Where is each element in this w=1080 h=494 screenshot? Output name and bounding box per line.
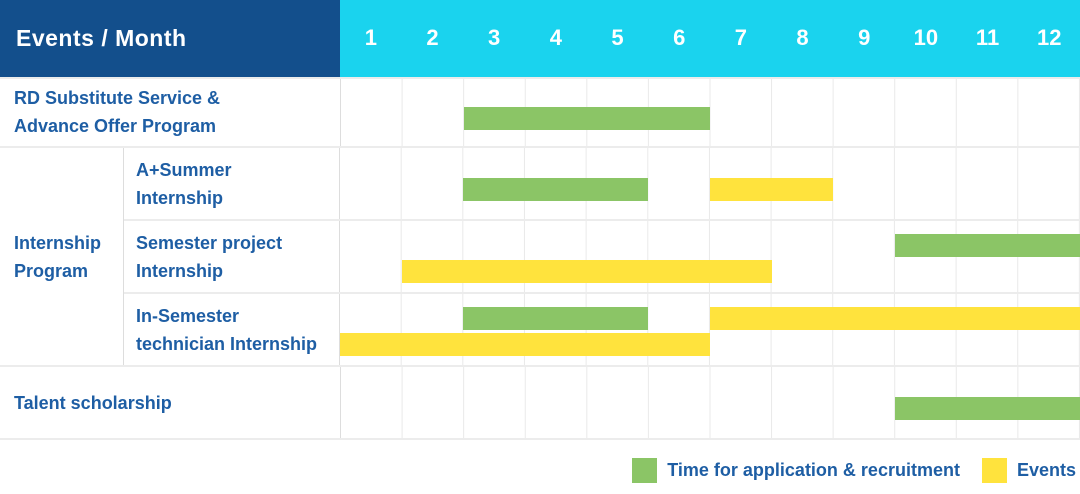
month-label-3: 3 bbox=[488, 25, 501, 51]
green-gantt-bar bbox=[464, 106, 711, 130]
month-label-7: 7 bbox=[734, 25, 747, 51]
timeline-rd-substitute bbox=[340, 78, 1080, 147]
month-label-9: 9 bbox=[858, 25, 871, 51]
yellow-gantt-bar bbox=[710, 307, 1080, 331]
row-group-internship-program: Internship Program A+Summer Internship S… bbox=[0, 146, 1080, 366]
month-label-11: 11 bbox=[975, 25, 1000, 51]
month-label-10: 10 bbox=[913, 25, 939, 51]
internship-subrows: A+Summer Internship Semester project Int… bbox=[124, 148, 1080, 366]
yellow-gantt-bar bbox=[710, 177, 834, 201]
timeline-a-plus-summer bbox=[339, 148, 1080, 220]
green-gantt-bar bbox=[463, 177, 649, 201]
row-semester-project: Semester project Internship bbox=[124, 219, 1080, 293]
legend-label-events: Events bbox=[1016, 459, 1076, 480]
legend-item-application: Time for application & recruitment bbox=[632, 457, 960, 483]
row-label-semester-project: Semester project Internship bbox=[136, 232, 283, 281]
yellow-gantt-bar bbox=[401, 260, 772, 284]
timeline-talent-scholarship bbox=[340, 367, 1080, 438]
legend-label-application: Time for application & recruitment bbox=[667, 459, 960, 480]
legend-item-events: Events bbox=[981, 457, 1076, 483]
month-label-4: 4 bbox=[549, 25, 562, 51]
legend: Time for application & recruitment Event… bbox=[0, 440, 1080, 494]
timeline-semester-project bbox=[339, 221, 1080, 293]
green-gantt-bar bbox=[895, 396, 1080, 420]
green-swatch-icon bbox=[632, 457, 658, 483]
gantt-chart: Events / Month 1 2 3 4 5 6 7 8 9 10 11 1… bbox=[0, 0, 1080, 440]
row-rd-substitute: RD Substitute Service & Advance Offer Pr… bbox=[0, 76, 1080, 147]
row-a-plus-summer: A+Summer Internship bbox=[124, 148, 1080, 220]
row-label-a-plus-summer: A+Summer Internship bbox=[136, 159, 232, 208]
green-gantt-bar bbox=[463, 307, 649, 331]
row-label-rd-substitute: RD Substitute Service & Advance Offer Pr… bbox=[14, 88, 221, 137]
yellow-swatch-icon bbox=[981, 457, 1007, 483]
month-label-8: 8 bbox=[796, 25, 809, 51]
row-label-in-semester-technician: In-Semester technician Internship bbox=[136, 305, 318, 354]
row-in-semester-technician: In-Semester technician Internship bbox=[124, 292, 1080, 366]
header-row: Events / Month 1 2 3 4 5 6 7 8 9 10 11 1… bbox=[0, 0, 1080, 77]
group-label-internship-program: Internship Program bbox=[0, 148, 124, 366]
month-label-12: 12 bbox=[1036, 25, 1062, 51]
row-label-talent-scholarship: Talent scholarship bbox=[14, 392, 172, 413]
row-talent-scholarship: Talent scholarship bbox=[0, 365, 1080, 438]
month-axis: 1 2 3 4 5 6 7 8 9 10 11 12 bbox=[340, 0, 1080, 77]
month-label-2: 2 bbox=[426, 25, 439, 51]
month-label-6: 6 bbox=[673, 25, 686, 51]
green-gantt-bar bbox=[895, 234, 1080, 258]
month-label-1: 1 bbox=[364, 25, 377, 51]
timeline-in-semester-technician bbox=[339, 294, 1080, 366]
month-label-5: 5 bbox=[611, 25, 624, 51]
yellow-gantt-bar bbox=[340, 333, 710, 357]
events-month-header: Events / Month bbox=[0, 0, 340, 77]
